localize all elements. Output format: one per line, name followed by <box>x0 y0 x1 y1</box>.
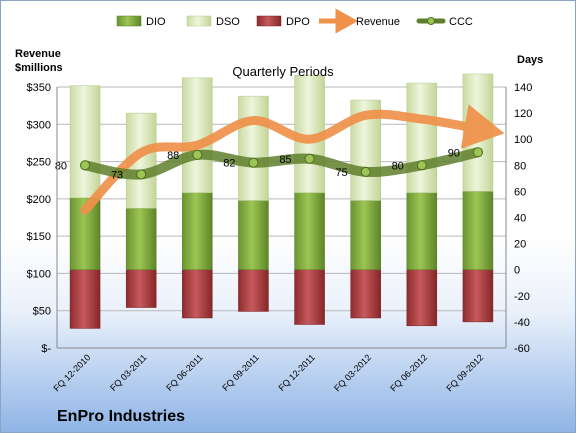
ccc-data-label: 80 <box>55 160 67 172</box>
ccc-point <box>304 153 315 164</box>
left-axis-label-line2: $millions <box>15 62 63 74</box>
legend-dio-label: DIO <box>146 16 166 28</box>
dio-bar <box>462 191 494 270</box>
dio-bar <box>406 192 438 270</box>
ccc-point <box>80 160 91 171</box>
ccc-point <box>360 166 371 177</box>
right-tick-label: -60 <box>514 343 530 355</box>
dpo-bar <box>462 269 494 323</box>
right-tick-label: -20 <box>514 291 530 303</box>
ccc-point <box>472 147 483 158</box>
left-tick-label: $250 <box>27 157 51 169</box>
chart-subtitle: Quarterly Periods <box>232 64 334 79</box>
bars <box>69 73 494 329</box>
ccc-data-label: 90 <box>448 147 460 159</box>
legend-dso-swatch <box>186 15 212 27</box>
category-label: FQ 09-2011 <box>220 352 261 393</box>
legend-revenue-label: Revenue <box>356 16 400 28</box>
ccc-point <box>136 169 147 180</box>
left-axis-label-line1: Revenue <box>15 48 61 60</box>
ccc-data-label: 73 <box>111 169 123 181</box>
dio-bar <box>294 192 325 270</box>
legend-ccc-label: CCC <box>449 16 473 28</box>
legend-dso-label: DSO <box>216 16 240 28</box>
dio-bar <box>238 200 269 270</box>
right-tick-label: 100 <box>514 134 532 146</box>
dpo-bar <box>125 269 157 308</box>
ccc-data-label: 82 <box>223 158 235 170</box>
dpo-bar <box>69 269 101 329</box>
right-tick-label: 20 <box>514 239 526 251</box>
left-tick-label: $- <box>41 343 51 355</box>
right-tick-label: -40 <box>514 317 530 329</box>
category-label: FQ 03-2011 <box>108 352 149 393</box>
ccc-data-label: 85 <box>279 154 291 166</box>
ccc-data-label: 80 <box>392 160 404 172</box>
ccc-data-label: 88 <box>167 150 179 162</box>
category-label: FQ 12-2011 <box>276 352 317 393</box>
left-tick-label: $50 <box>33 306 51 318</box>
dpo-bar <box>238 269 269 312</box>
category-label: FQ 06-2011 <box>164 352 205 393</box>
right-axis-label: Days <box>517 54 543 66</box>
left-tick-label: $200 <box>27 194 51 206</box>
category-label: FQ 03-2012 <box>332 352 373 393</box>
legend-dpo-swatch <box>256 15 282 27</box>
legend-dpo-label: DPO <box>286 16 310 28</box>
legend: DIO DSO DPO Revenue CCC <box>116 8 473 34</box>
right-tick-label: 60 <box>514 186 526 198</box>
dso-bar <box>69 85 101 199</box>
company-name: EnPro Industries <box>57 408 185 425</box>
revenue-line <box>80 104 505 215</box>
ccc-point <box>248 157 259 168</box>
ccc-data-label: 75 <box>335 167 347 179</box>
lines: 80 73 88 82 85 75 80 90 <box>55 104 505 215</box>
dpo-bar <box>182 269 213 319</box>
legend-ccc-marker <box>427 17 435 25</box>
dio-bar <box>125 208 157 270</box>
category-label: FQ 12-2010 <box>51 352 92 393</box>
left-tick-label: $300 <box>27 119 51 131</box>
right-tick-label: 80 <box>514 160 526 172</box>
dio-bar <box>350 200 381 270</box>
left-tick-label: $350 <box>27 82 51 94</box>
ccc-point <box>416 160 427 171</box>
category-label: FQ 09-2012 <box>444 352 485 393</box>
dso-bar <box>406 82 438 193</box>
dpo-bar <box>406 269 438 327</box>
ccc-point <box>192 149 203 160</box>
right-tick-label: 0 <box>514 265 520 277</box>
dpo-bar <box>294 269 325 325</box>
dpo-bar <box>350 269 381 319</box>
left-tick-label: $150 <box>27 231 51 243</box>
dso-bar <box>238 95 269 201</box>
left-tick-label: $100 <box>27 268 51 280</box>
right-tick-label: 120 <box>514 108 532 120</box>
dso-bar <box>182 77 213 193</box>
legend-dio-swatch <box>116 15 142 27</box>
dio-bar <box>182 192 213 270</box>
right-tick-label: 140 <box>514 82 532 94</box>
category-label: FQ 06-2012 <box>388 352 429 393</box>
right-tick-label: 40 <box>514 213 526 225</box>
